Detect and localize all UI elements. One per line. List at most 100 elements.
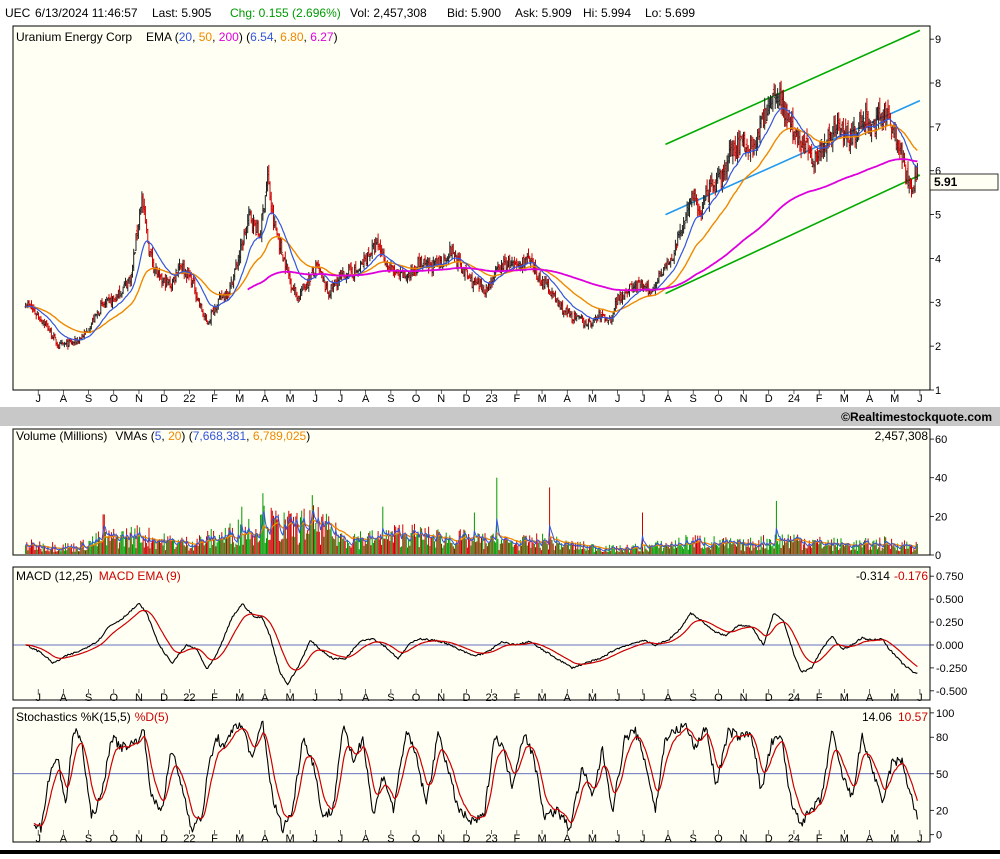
ema-50-line	[25, 124, 918, 333]
month-label: O	[714, 393, 723, 405]
month-label: J	[35, 692, 41, 704]
month-label: O	[109, 833, 118, 845]
macd-value: -0.314	[856, 569, 890, 583]
watermark-bar	[0, 407, 1000, 426]
month-label: M	[890, 692, 899, 704]
month-label: 24	[788, 393, 800, 405]
macd-legend: MACD (12,25) MACD EMA (9)	[16, 569, 181, 583]
stochastics-d-line	[33, 727, 918, 827]
stochastics-month-axis: J A S O N D 22 F M A M J J A S O N D 23 F M A M J J A S O N D 24 F M A M J	[35, 830, 923, 845]
month-label: A	[362, 692, 370, 704]
month-label: M	[537, 393, 546, 405]
month-label: N	[740, 393, 748, 405]
month-label: M	[286, 692, 295, 704]
month-label: J	[917, 393, 923, 405]
price-y-tick-label: 7	[935, 122, 941, 134]
stochastics-y-tick-label: 100	[936, 708, 954, 720]
price-y-ticks: 1 2 3 4 5 6 7 8 9	[930, 34, 941, 397]
month-label: S	[387, 393, 394, 405]
month-label: N	[135, 692, 143, 704]
month-label: A	[261, 393, 269, 405]
month-label: N	[740, 692, 748, 704]
month-label: J	[640, 692, 646, 704]
ticker-high: Hi: 5.994	[583, 6, 631, 20]
bottom-border	[0, 850, 1000, 854]
month-label: D	[462, 393, 470, 405]
macd-month-axis: J A S O N D 22 F M A M J J A S O N D 23 F M A M J J A S O N D 24 F M A M J	[35, 689, 923, 704]
macd-values: -0.314 -0.176	[856, 569, 928, 583]
month-label: M	[235, 393, 244, 405]
stochastics-y-tick-label: 50	[936, 769, 948, 781]
price-y-tick-label: 3	[935, 297, 941, 309]
price-y-tick-label: 1	[935, 385, 941, 397]
vma-5-value: 7,668,381	[193, 429, 247, 443]
month-label: S	[387, 833, 394, 845]
stochastics-values: 14.06 10.57	[862, 710, 928, 724]
month-label: D	[160, 692, 168, 704]
stochastics-legend: Stochastics %K(15,5) %D(5)	[16, 710, 169, 724]
month-label: 22	[183, 833, 195, 845]
month-label: M	[286, 833, 295, 845]
vma-5-line	[25, 510, 918, 552]
month-label: S	[85, 692, 92, 704]
ticker-symbol: UEC	[5, 6, 31, 20]
month-label: J	[313, 393, 319, 405]
month-label: A	[866, 833, 874, 845]
month-label: J	[615, 692, 621, 704]
ema-20-value: 6.54	[250, 30, 274, 44]
volume-panel-background	[12, 428, 931, 556]
month-label: M	[890, 393, 899, 405]
ticker-volume: Vol: 2,457,308	[350, 6, 427, 20]
month-label: A	[60, 393, 68, 405]
month-label: O	[412, 692, 421, 704]
month-label: O	[714, 833, 723, 845]
ema-50-period: 50	[199, 30, 213, 44]
price-y-tick-label: 5	[935, 210, 941, 222]
macd-panel-background	[12, 566, 931, 701]
ticker-bid: Bid: 5.900	[447, 6, 501, 20]
volume-y-tick-label: 60	[935, 434, 947, 446]
month-label: J	[338, 692, 344, 704]
month-label: F	[513, 393, 520, 405]
month-label: F	[211, 393, 218, 405]
macd-y-ticks: 0.750 0.500 0.250 0.000 -0.250 -0.500	[13, 571, 967, 698]
month-label: M	[588, 692, 597, 704]
month-label: A	[664, 692, 672, 704]
ema-200-value: 6.27	[310, 30, 334, 44]
watermark-text: ©Realtimestockquote.com	[841, 410, 992, 424]
volume-average-lines	[25, 510, 918, 552]
stochastics-d-label: %D(5)	[135, 710, 169, 724]
month-label: A	[664, 393, 672, 405]
stochastics-y-tick-label: 0	[936, 830, 942, 842]
month-label: D	[765, 833, 773, 845]
volume-y-ticks: 0 20 40 60	[930, 434, 947, 562]
month-label: S	[387, 692, 394, 704]
last-price-box	[929, 173, 999, 191]
price-y-tick-label: 9	[935, 34, 941, 46]
stochastics-y-tick-label: 20	[936, 805, 948, 817]
vma-label: VMAs (	[115, 429, 154, 443]
month-label: J	[313, 833, 319, 845]
month-label: O	[412, 393, 421, 405]
macd-y-tick-label: -0.500	[936, 686, 967, 698]
month-label: A	[362, 833, 370, 845]
price-month-axis: J A S O N D 22 F M A M J J A S O N D 23 F M A M J J A S O N D 24 F M A M J	[35, 390, 923, 405]
month-label: J	[640, 833, 646, 845]
ema-200-period: 200	[219, 30, 239, 44]
month-label: S	[690, 692, 697, 704]
price-y-tick-label: 8	[935, 78, 941, 90]
month-label: A	[564, 393, 572, 405]
price-panel-title: Uranium Energy Corp	[16, 30, 132, 44]
price-legend: Uranium Energy Corp EMA (20, 50, 200) (6.…	[16, 30, 338, 44]
vma-20-period: 20	[168, 429, 182, 443]
month-label: J	[917, 833, 923, 845]
price-y-tick-label: 6	[935, 166, 941, 178]
stochastics-k-value: 14.06	[862, 710, 892, 724]
macd-y-tick-label: 0.500	[936, 594, 964, 606]
macd-lines	[25, 603, 918, 686]
month-label: J	[35, 393, 41, 405]
vma-5-period: 5	[155, 429, 162, 443]
ema-20-period: 20	[179, 30, 193, 44]
last-price-label: 5.91	[934, 175, 958, 189]
